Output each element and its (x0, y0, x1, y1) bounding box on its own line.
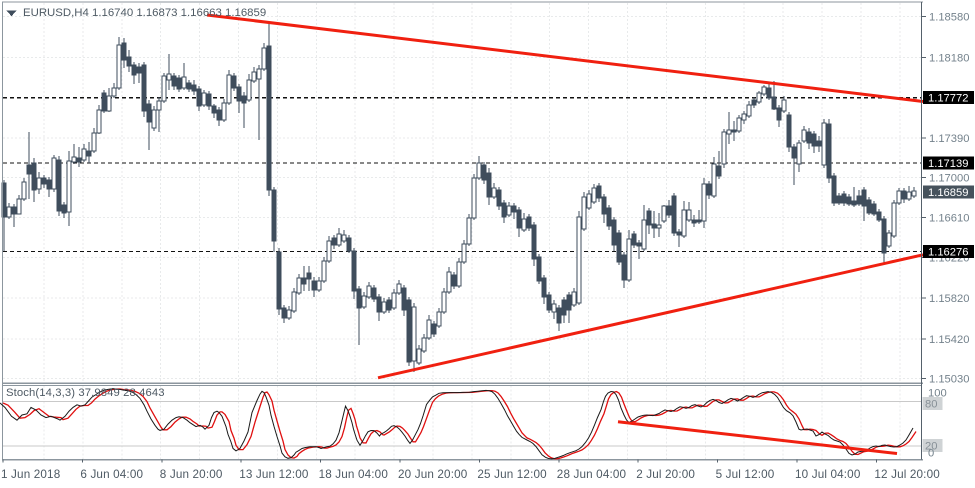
svg-text:10 Jul 04:00: 10 Jul 04:00 (795, 468, 861, 481)
svg-text:1.18180: 1.18180 (929, 52, 969, 64)
svg-text:0: 0 (928, 448, 934, 460)
svg-text:28 Jun 04:00: 28 Jun 04:00 (557, 468, 627, 481)
svg-text:8 Jun 20:00: 8 Jun 20:00 (160, 468, 223, 481)
svg-text:1.18580: 1.18580 (929, 12, 969, 24)
svg-text:5 Jul 12:00: 5 Jul 12:00 (716, 468, 775, 481)
svg-text:EURUSD,H4 1.16740 1.16873 1.1: EURUSD,H4 1.16740 1.16873 1.16663 1.1685… (23, 7, 266, 19)
svg-text:1 Jun 2018: 1 Jun 2018 (1, 468, 60, 481)
svg-text:1.16610: 1.16610 (929, 213, 969, 225)
svg-text:20 Jun 20:00: 20 Jun 20:00 (398, 468, 468, 481)
svg-text:6 Jun 04:00: 6 Jun 04:00 (80, 468, 143, 481)
svg-text:1.15420: 1.15420 (929, 334, 969, 346)
svg-text:1.16276: 1.16276 (928, 247, 968, 259)
svg-text:100: 100 (928, 388, 947, 400)
svg-text:1.16859: 1.16859 (928, 187, 968, 199)
svg-text:1.17139: 1.17139 (928, 158, 968, 170)
svg-text:25 Jun 12:00: 25 Jun 12:00 (477, 468, 547, 481)
svg-text:2 Jul 20:00: 2 Jul 20:00 (636, 468, 695, 481)
svg-text:1.15030: 1.15030 (929, 374, 969, 386)
svg-text:1.17772: 1.17772 (928, 93, 968, 105)
svg-text:1.17390: 1.17390 (929, 133, 969, 145)
svg-text:1.17000: 1.17000 (929, 173, 969, 185)
svg-text:Stoch(14,3,3) 37.9849 28.4643: Stoch(14,3,3) 37.9849 28.4643 (6, 387, 165, 399)
svg-text:80: 80 (925, 398, 937, 410)
svg-text:18 Jun 04:00: 18 Jun 04:00 (319, 468, 389, 481)
svg-text:12 Jul 20:00: 12 Jul 20:00 (874, 468, 940, 481)
svg-text:13 Jun 12:00: 13 Jun 12:00 (239, 468, 309, 481)
svg-text:1.15820: 1.15820 (929, 293, 969, 305)
svg-text:20: 20 (925, 440, 937, 452)
